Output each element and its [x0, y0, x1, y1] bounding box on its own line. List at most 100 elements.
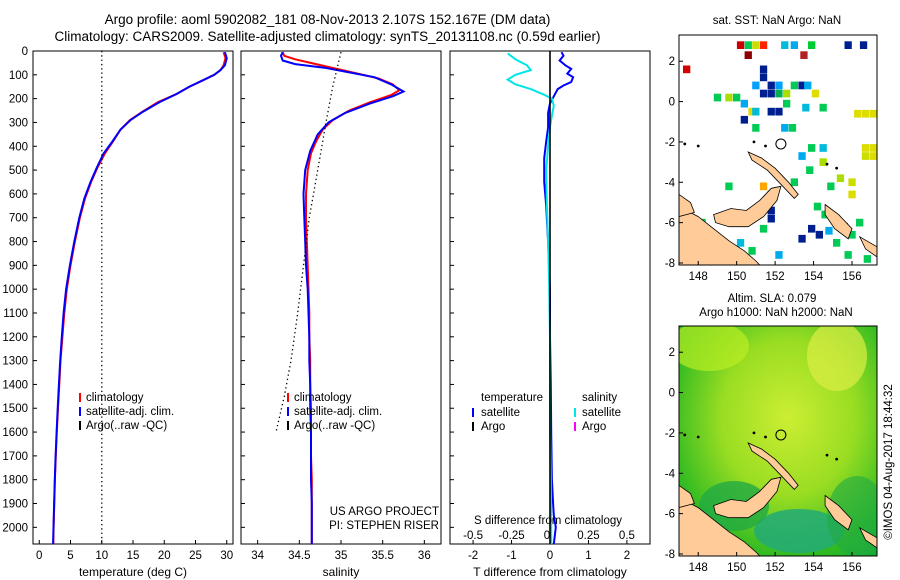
sst-cell [861, 109, 870, 118]
island-dot [696, 435, 700, 439]
sst-cell [767, 214, 775, 223]
sst-cell [781, 41, 789, 49]
y-tick-label: 1100 [3, 308, 28, 320]
imos-credit: ©IMOS 04-Aug-2017 18:44:32 [883, 384, 895, 540]
y-tick-label: 100 [9, 70, 28, 82]
legend-title-salinity: salinity [582, 392, 617, 404]
sst-cell [759, 41, 768, 49]
sst-cell [775, 81, 783, 90]
y-tick-label: 200 [9, 94, 28, 106]
sst-cell [767, 89, 775, 98]
solomons-land [858, 526, 877, 549]
island-dot [764, 435, 767, 439]
island-dot [752, 140, 756, 144]
x-tick-label: 20 [158, 550, 171, 562]
sst-cell [748, 107, 756, 116]
y-tick-label: 400 [9, 141, 28, 153]
sst-cell [790, 41, 798, 49]
sst-cell [808, 144, 816, 152]
x-tick-label: 5 [67, 550, 73, 562]
project-annotation: US ARGO PROJECT [330, 506, 439, 518]
sst-cell [759, 224, 768, 233]
y-tick-label: 900 [9, 260, 28, 272]
x-tick-label: 1 [585, 550, 591, 562]
sst-cell [725, 93, 733, 102]
sst-cell [863, 255, 871, 263]
legend-label: satellite [582, 407, 621, 419]
project-annotation: PI: STEPHEN RISER [329, 520, 439, 532]
x-tick-label: 156 [842, 562, 861, 574]
legend-label: Argo [481, 421, 505, 433]
new-guinea-land [679, 497, 761, 556]
x-tick-label: 150 [727, 271, 746, 283]
sst-cell [748, 247, 756, 255]
y-tick-label: 1500 [2, 403, 28, 415]
sst-cell [775, 251, 783, 259]
y-tick-label: -8 [665, 258, 675, 270]
y-tick-label: 600 [9, 189, 28, 201]
y-tick-label: 0 [22, 46, 28, 58]
legend-label: satellite-adj. clim. [86, 406, 174, 418]
x-tick-label: 36 [418, 550, 431, 562]
sst-cell [856, 218, 864, 227]
island-dot [683, 142, 687, 146]
legend-label: satellite-adj. clim. [294, 406, 382, 418]
sst-cell [827, 182, 835, 191]
argo-position-marker [775, 429, 787, 441]
sst-cell [783, 99, 791, 108]
salinity-diff-tick: 0 [544, 530, 550, 542]
x-tick-label: 35.5 [371, 550, 393, 562]
y-tick-label: 0 [669, 388, 675, 400]
sst-cell [752, 124, 760, 132]
legend-label: climatology [294, 392, 352, 404]
x-tick-label: 152 [766, 271, 785, 283]
sst-cell [806, 166, 814, 174]
new-britain-land [713, 476, 782, 519]
sst-cell [836, 174, 845, 183]
y-tick-label: -2 [665, 428, 675, 440]
sst-cell [808, 41, 816, 49]
sla-map-content [679, 326, 877, 556]
sst-cell [759, 65, 768, 74]
y-tick-label: 800 [9, 237, 28, 249]
new-britain-land [713, 185, 782, 228]
sst-cell [740, 115, 748, 124]
sst-cell [713, 93, 722, 102]
x-tick-label: 34.5 [288, 550, 310, 562]
y-tick-label: -2 [665, 137, 675, 149]
temperature-xlabel: temperature (deg C) [79, 565, 187, 579]
sst-map-frame [678, 34, 878, 266]
y-tick-label: 2000 [2, 522, 28, 534]
temperature-series-satellite [52, 51, 228, 545]
argo-position-marker [775, 138, 787, 150]
y-tick-label: 1600 [2, 427, 28, 439]
bougainville-land [824, 203, 853, 240]
sst-cell [854, 109, 862, 118]
sla-map-title-2: Argo h1000: NaN h2000: NaN [699, 307, 852, 319]
sst-cell [790, 81, 798, 90]
island-dot [835, 166, 839, 170]
sst-cell [802, 103, 810, 112]
sst-cell [815, 230, 823, 239]
title-line-1: Argo profile: aoml 5902082_181 08-Nov-20… [104, 12, 551, 27]
y-tick-label: -4 [665, 177, 676, 189]
sst-cell [744, 41, 752, 49]
sst-cell [788, 124, 797, 132]
y-tick-label: -4 [665, 468, 676, 480]
x-tick-label: 148 [689, 562, 708, 574]
salinity-diff-tick: 0.25 [577, 530, 599, 542]
y-tick-label: 300 [9, 117, 28, 129]
sst-cell [813, 202, 822, 211]
legend-label: climatology [86, 392, 144, 404]
sst-cell [811, 89, 820, 98]
legend-title-temperature: temperature [481, 392, 543, 404]
island-dot [752, 431, 756, 435]
sst-cell [783, 89, 791, 98]
island-dot [835, 457, 839, 461]
sla-map-frame [678, 325, 878, 557]
sst-cell [848, 190, 856, 199]
x-tick-label: 10 [95, 550, 108, 562]
sst-map-content [679, 35, 877, 265]
sst-cell [848, 178, 856, 187]
